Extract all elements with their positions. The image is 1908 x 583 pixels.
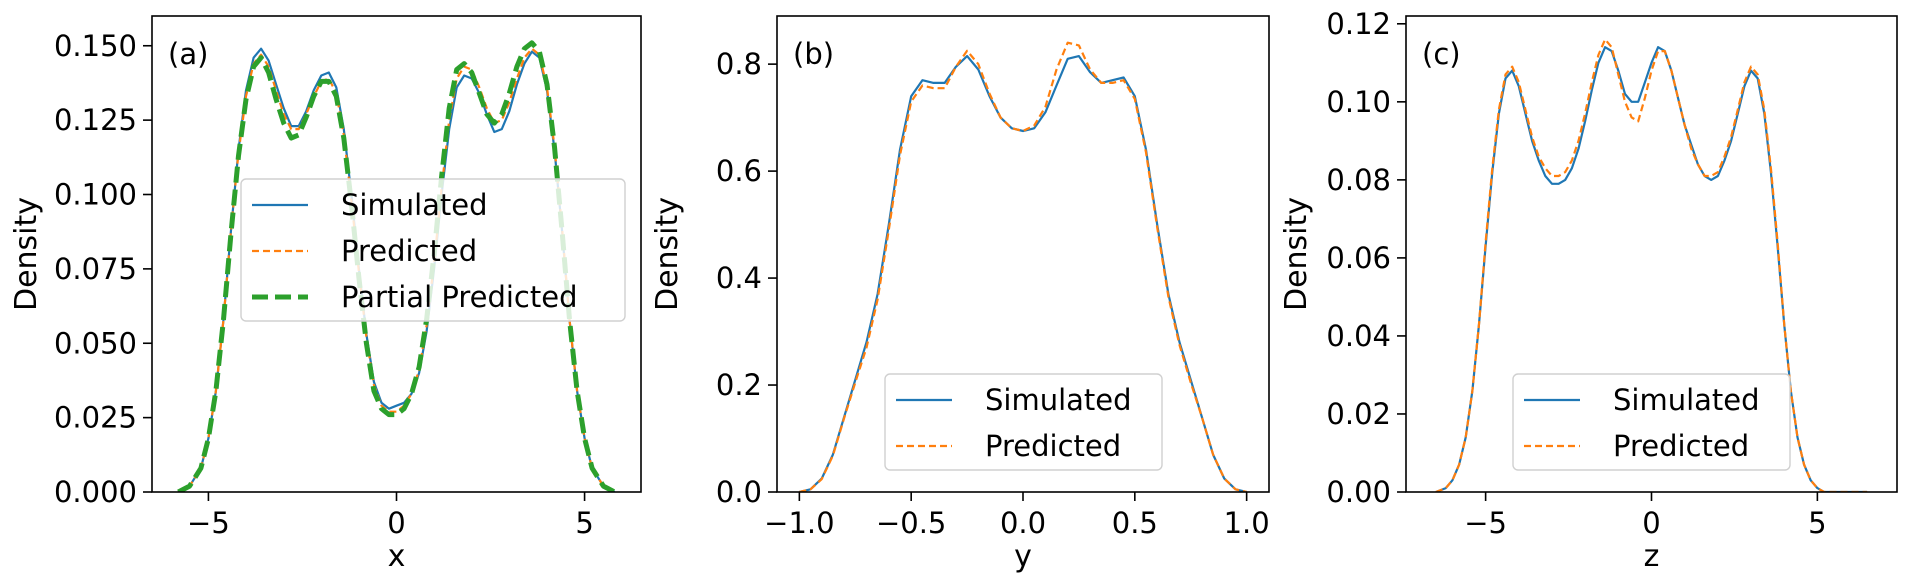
- x-axis-label: z: [1644, 539, 1660, 574]
- y-tick-label: 0.02: [1326, 397, 1391, 431]
- legend-label: Simulated: [1613, 383, 1760, 417]
- y-tick-label: 0.08: [1326, 163, 1391, 197]
- panel-3: −5 0 5 0.00 0.02 0.04 0.06 0.08 0.10 0.12 z Density…: [1279, 7, 1898, 574]
- x-tick-label: −5: [1464, 506, 1507, 540]
- legend-label: Simulated: [341, 188, 488, 222]
- y-tick-label: 0.06: [1326, 241, 1391, 275]
- y-tick-label: 0.4: [716, 261, 762, 295]
- legend: Simulated Predicted Partial Predicted: [240, 178, 626, 322]
- legend-label: Predicted: [985, 429, 1121, 463]
- series-line-1: [177, 47, 616, 492]
- y-tick-label: 0.150: [54, 29, 137, 63]
- x-tick-label: 0.0: [1000, 506, 1046, 540]
- y-axis-label: Density: [9, 197, 44, 311]
- x-tick-label: −1.0: [764, 506, 834, 540]
- y-tick-label: 0.2: [716, 368, 762, 402]
- y-tick-label: 0.0: [716, 475, 762, 509]
- y-tick-label: 0.075: [54, 252, 137, 286]
- x-axis-label: x: [388, 539, 406, 574]
- panel-label: (a): [168, 37, 208, 71]
- y-tick-label: 0.050: [54, 326, 137, 360]
- legend: Simulated Predicted: [884, 373, 1163, 471]
- y-tick-label: 0.04: [1326, 319, 1391, 353]
- y-axis-label: Density: [1279, 197, 1314, 311]
- x-axis-label: y: [1014, 539, 1032, 574]
- panel-label: (c): [1422, 37, 1461, 71]
- y-tick-label: 0.000: [54, 475, 137, 509]
- series-line-1: [799, 55, 1247, 492]
- series-line-1: [1435, 46, 1868, 492]
- x-tick-label: 0.5: [1112, 506, 1158, 540]
- panel-1: −5 0 5 0.000 0.025 0.050 0.075 0.100 0.125 0.150 x…: [9, 15, 642, 574]
- y-tick-label: 0.8: [716, 47, 762, 81]
- legend-label: Predicted: [1613, 429, 1749, 463]
- legend: Simulated Predicted: [1512, 373, 1791, 471]
- panel-2: −1.0 −0.5 0.0 0.5 1.0 0.0 0.2 0.4 0.6 0.8 y Density…: [650, 15, 1270, 574]
- y-tick-label: 0.6: [716, 154, 762, 188]
- y-axis-label: Density: [650, 197, 685, 311]
- x-tick-label: −0.5: [876, 506, 946, 540]
- y-tick-label: 0.00: [1326, 475, 1391, 509]
- y-tick-label: 0.025: [54, 401, 137, 435]
- x-tick-label: 5: [575, 506, 593, 540]
- legend-box: [884, 373, 1163, 471]
- x-tick-label: 1.0: [1224, 506, 1270, 540]
- legend-label: Simulated: [985, 383, 1132, 417]
- x-tick-label: 0: [387, 506, 405, 540]
- x-tick-label: 0: [1642, 506, 1660, 540]
- legend-box: [1512, 373, 1791, 471]
- y-tick-label: 0.12: [1326, 7, 1391, 41]
- y-tick-label: 0.100: [54, 178, 137, 212]
- x-tick-label: 5: [1808, 506, 1826, 540]
- series-line-2: [799, 41, 1247, 492]
- x-tick-label: −5: [187, 506, 230, 540]
- legend-label: Predicted: [341, 234, 477, 268]
- series-line-3: [177, 40, 616, 492]
- y-tick-label: 0.125: [54, 103, 137, 137]
- legend-label: Partial Predicted: [341, 280, 578, 314]
- y-tick-label: 0.10: [1326, 85, 1391, 119]
- legend-box: [240, 178, 626, 322]
- panel-label: (b): [793, 37, 834, 71]
